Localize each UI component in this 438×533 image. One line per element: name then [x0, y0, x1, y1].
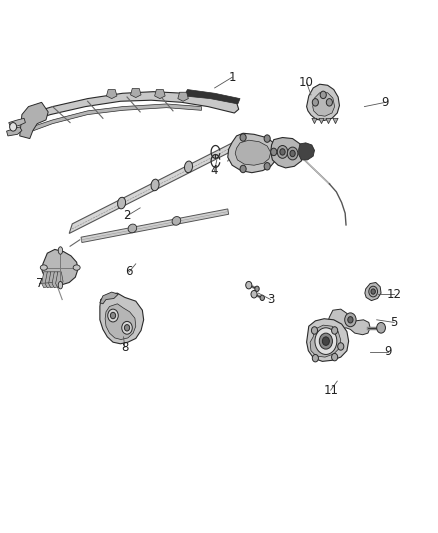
Circle shape: [320, 91, 326, 99]
Polygon shape: [299, 143, 314, 160]
Polygon shape: [49, 272, 56, 288]
Text: 3: 3: [267, 293, 274, 306]
Circle shape: [326, 99, 332, 106]
Circle shape: [122, 321, 132, 334]
Circle shape: [280, 149, 285, 155]
Circle shape: [290, 150, 295, 157]
Ellipse shape: [73, 265, 80, 270]
Text: 9: 9: [384, 345, 392, 358]
Text: 4: 4: [211, 164, 219, 177]
Polygon shape: [178, 92, 188, 101]
Circle shape: [240, 165, 246, 173]
Circle shape: [264, 163, 270, 170]
Circle shape: [277, 146, 288, 158]
Circle shape: [338, 343, 344, 350]
Polygon shape: [105, 304, 136, 340]
Polygon shape: [235, 140, 271, 165]
Polygon shape: [9, 118, 25, 128]
Circle shape: [108, 309, 118, 322]
Polygon shape: [307, 84, 339, 120]
Circle shape: [264, 135, 270, 142]
Polygon shape: [313, 93, 335, 116]
Circle shape: [348, 317, 353, 323]
Text: 2: 2: [123, 209, 131, 222]
Polygon shape: [20, 92, 239, 123]
Text: 7: 7: [35, 277, 43, 290]
Circle shape: [332, 353, 338, 361]
Circle shape: [260, 295, 265, 301]
Ellipse shape: [128, 224, 137, 233]
Polygon shape: [319, 118, 324, 124]
Polygon shape: [184, 90, 240, 104]
Polygon shape: [100, 292, 118, 304]
Polygon shape: [24, 104, 201, 132]
Polygon shape: [81, 209, 229, 243]
Ellipse shape: [151, 179, 159, 191]
Circle shape: [240, 134, 246, 141]
Polygon shape: [312, 118, 317, 124]
Ellipse shape: [184, 161, 193, 173]
Circle shape: [246, 281, 252, 289]
Polygon shape: [326, 118, 331, 124]
Polygon shape: [45, 272, 53, 288]
Ellipse shape: [117, 197, 126, 209]
Polygon shape: [333, 118, 338, 124]
Ellipse shape: [58, 281, 63, 289]
Text: 5: 5: [391, 316, 398, 329]
Text: 12: 12: [387, 288, 402, 301]
Circle shape: [322, 337, 329, 345]
Polygon shape: [228, 133, 278, 173]
Circle shape: [110, 312, 116, 319]
Polygon shape: [307, 319, 349, 361]
Ellipse shape: [40, 265, 47, 270]
Circle shape: [371, 289, 375, 294]
Text: 10: 10: [299, 76, 314, 89]
Circle shape: [255, 286, 259, 292]
Text: 11: 11: [323, 384, 338, 397]
Circle shape: [377, 322, 385, 333]
Polygon shape: [52, 272, 60, 288]
Circle shape: [271, 148, 277, 156]
Polygon shape: [42, 272, 49, 288]
Polygon shape: [131, 88, 141, 98]
Circle shape: [312, 99, 318, 106]
Text: 1: 1: [228, 71, 236, 84]
Polygon shape: [100, 293, 144, 344]
Ellipse shape: [172, 216, 181, 225]
Polygon shape: [271, 138, 303, 168]
Circle shape: [319, 333, 332, 349]
Polygon shape: [42, 249, 78, 285]
Polygon shape: [310, 325, 341, 357]
Circle shape: [345, 313, 356, 327]
Text: 8: 8: [121, 341, 128, 354]
Circle shape: [124, 325, 130, 331]
Ellipse shape: [58, 247, 63, 254]
Circle shape: [315, 328, 337, 354]
Polygon shape: [20, 102, 48, 139]
Polygon shape: [69, 140, 239, 233]
Circle shape: [10, 123, 17, 131]
Polygon shape: [56, 272, 63, 288]
Circle shape: [332, 327, 338, 334]
Circle shape: [312, 354, 318, 362]
Circle shape: [251, 290, 257, 298]
Polygon shape: [7, 127, 22, 136]
Circle shape: [287, 147, 298, 160]
Polygon shape: [328, 309, 370, 335]
Polygon shape: [365, 282, 381, 301]
Polygon shape: [106, 90, 117, 99]
Circle shape: [369, 286, 378, 297]
Polygon shape: [155, 90, 165, 99]
Circle shape: [311, 327, 318, 334]
Text: 6: 6: [125, 265, 133, 278]
Text: 9: 9: [381, 96, 389, 109]
